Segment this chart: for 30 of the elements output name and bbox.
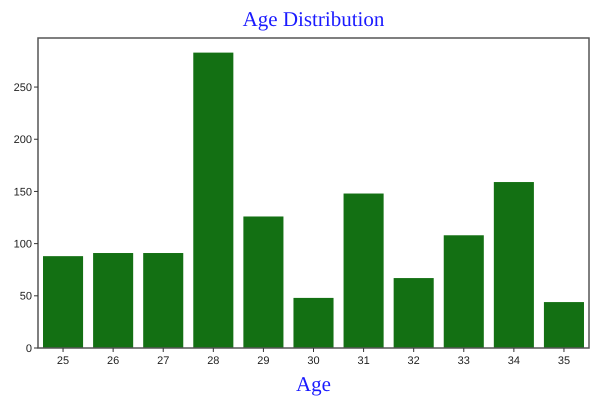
y-tick-label: 200 xyxy=(14,134,32,146)
y-tick-label: 150 xyxy=(14,186,32,198)
x-tick-label: 34 xyxy=(508,355,520,367)
bar xyxy=(494,182,534,348)
x-tick-label: 28 xyxy=(207,355,220,367)
bar xyxy=(293,298,334,348)
x-tick-label: 35 xyxy=(558,355,570,367)
x-axis-title: Age xyxy=(296,372,331,396)
x-tick-label: 29 xyxy=(257,355,270,367)
x-tick-label: 31 xyxy=(357,355,370,367)
x-tick-label: 30 xyxy=(307,355,320,367)
x-tick-label: 26 xyxy=(107,355,120,367)
bar xyxy=(93,253,134,348)
y-tick-label: 100 xyxy=(14,238,32,250)
bar xyxy=(143,253,184,348)
x-tick-label: 25 xyxy=(56,355,70,367)
y-tick-label: 50 xyxy=(20,290,32,303)
bar xyxy=(394,278,434,348)
x-tick-label: 32 xyxy=(408,355,420,367)
x-tick-label: 27 xyxy=(157,355,170,367)
bar xyxy=(243,216,284,348)
bar xyxy=(544,302,584,348)
chart-title: Age Distribution xyxy=(242,7,385,31)
bar xyxy=(344,194,384,348)
bar xyxy=(444,235,484,348)
bar xyxy=(43,256,84,348)
bar xyxy=(193,52,234,348)
x-tick-label: 33 xyxy=(458,355,470,367)
y-tick-label: 0 xyxy=(26,342,32,355)
y-tick-label: 250 xyxy=(14,82,32,94)
